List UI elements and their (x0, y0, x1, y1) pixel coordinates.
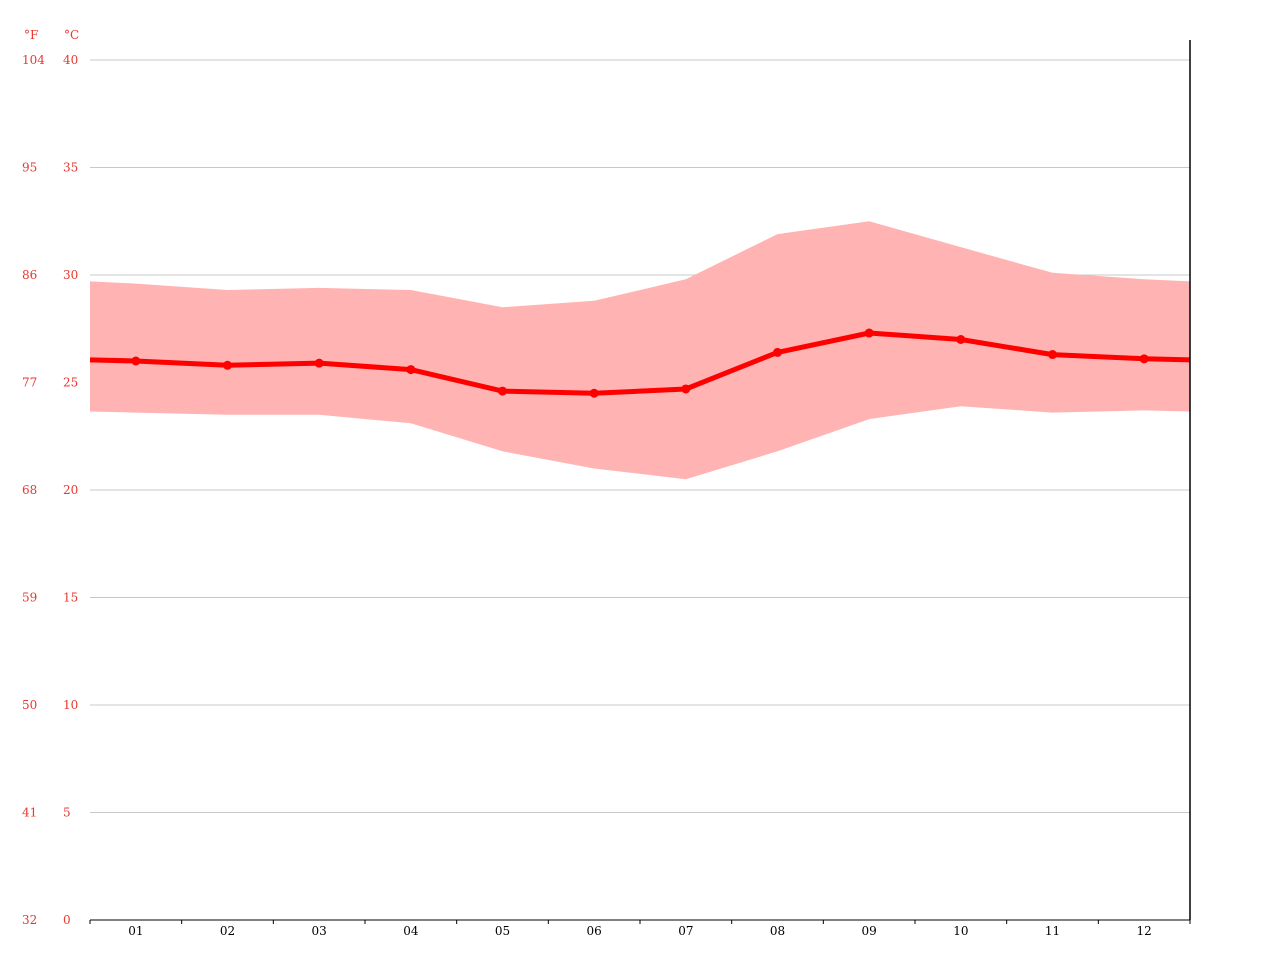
y-tick-label-fahrenheit: 86 (22, 268, 37, 282)
axes (89, 40, 1191, 924)
mean-temperature-point (406, 365, 416, 375)
x-tick-label: 01 (128, 924, 143, 938)
x-tick-label: 11 (1045, 924, 1060, 938)
y-tick-label-celsius: 30 (63, 268, 78, 282)
x-tick-label: 08 (770, 924, 785, 938)
x-tick-label: 10 (953, 924, 968, 938)
y-tick-label-fahrenheit: 41 (22, 806, 37, 820)
y-tick-label-fahrenheit: 32 (22, 913, 37, 927)
x-tick-label: 09 (862, 924, 877, 938)
x-tick-label: 05 (495, 924, 510, 938)
mean-temperature-point (1139, 354, 1149, 364)
mean-temperature-point (314, 358, 324, 368)
y-tick-label-celsius: 35 (63, 161, 78, 175)
fahrenheit-unit-label: °F (24, 28, 38, 42)
y-tick-label-fahrenheit: 95 (22, 161, 37, 175)
axis-labels: °F °C 32 0 41 5 50 10 59 15 68 20 77 25 86 30 95 35 104 4… (22, 28, 1152, 938)
x-tick-label: 12 (1137, 924, 1152, 938)
x-tick-label: 02 (220, 924, 235, 938)
mean-temperature-point (223, 360, 232, 370)
y-tick-label-fahrenheit: 77 (22, 376, 37, 390)
x-tick-label: 07 (678, 924, 693, 938)
mean-temperature-point (589, 388, 599, 398)
min-max-band (90, 221, 1190, 480)
y-tick-label-fahrenheit: 68 (22, 483, 37, 497)
mean-temperature-line (89, 330, 1191, 396)
mean-temperature-point (498, 386, 507, 396)
mean-temperature-point (773, 347, 782, 357)
y-tick-label-fahrenheit: 59 (22, 591, 37, 605)
mean-temperature-point (864, 328, 874, 338)
x-tick-label: 03 (312, 924, 327, 938)
temperature-range-area (90, 221, 1190, 480)
y-tick-label-celsius: 20 (63, 483, 78, 497)
y-tick-label-fahrenheit: 104 (22, 53, 45, 67)
x-tick-label: 06 (587, 924, 602, 938)
y-tick-label-celsius: 15 (63, 591, 78, 605)
y-tick-label-celsius: 25 (63, 376, 78, 390)
mean-temperature-point (956, 335, 966, 344)
y-tick-label-celsius: 40 (63, 53, 78, 67)
y-tick-label-celsius: 5 (63, 806, 71, 820)
celsius-unit-label: °C (64, 28, 79, 42)
mean-temperature-point (131, 356, 141, 366)
mean-temperature-point (1048, 350, 1057, 360)
mean-line-group (89, 328, 1191, 398)
y-tick-label-celsius: 10 (63, 698, 78, 712)
y-tick-label-fahrenheit: 50 (22, 698, 37, 712)
y-tick-label-celsius: 0 (63, 913, 71, 927)
x-tick-label: 04 (403, 924, 419, 938)
mean-temperature-point (681, 384, 691, 394)
